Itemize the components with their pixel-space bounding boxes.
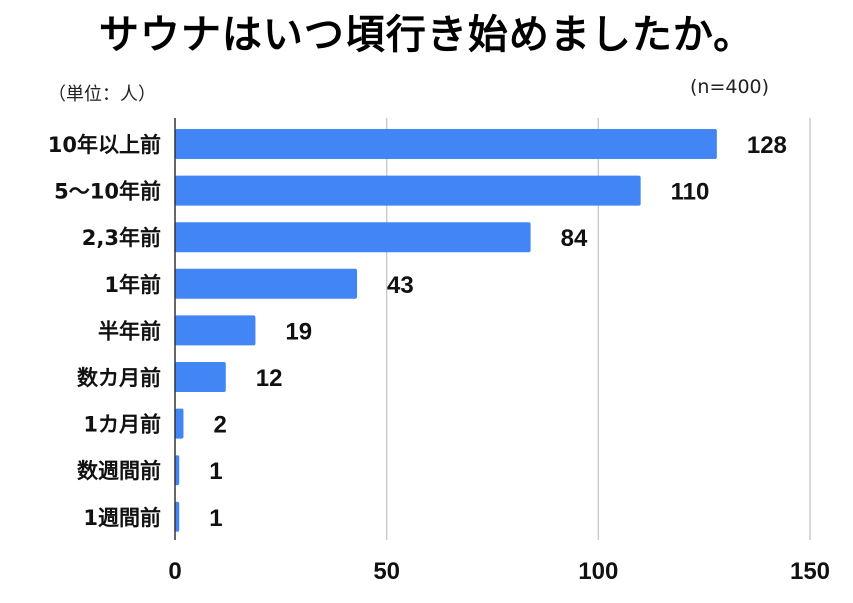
category-label-6: 1カ月前 bbox=[83, 413, 161, 437]
bar-6 bbox=[175, 408, 184, 439]
value-label-1: 110 bbox=[671, 179, 710, 206]
value-label-5: 12 bbox=[256, 365, 283, 392]
bar-3 bbox=[175, 268, 358, 299]
x-tick-label-50: 50 bbox=[373, 558, 400, 585]
bar-4 bbox=[175, 315, 256, 346]
category-label-1: 5〜10年前 bbox=[54, 180, 161, 204]
bar-2 bbox=[175, 222, 531, 253]
bar-8 bbox=[175, 501, 180, 532]
unit-label: （単位：人） bbox=[48, 84, 156, 105]
value-label-8: 1 bbox=[209, 505, 222, 532]
bar-1 bbox=[175, 175, 641, 206]
value-label-4: 19 bbox=[285, 318, 312, 345]
value-label-7: 1 bbox=[209, 458, 222, 485]
sample-size-label: (n=400) bbox=[690, 76, 770, 98]
category-label-4: 半年前 bbox=[98, 319, 161, 343]
x-tick-label-0: 0 bbox=[168, 558, 181, 585]
value-label-0: 128 bbox=[747, 132, 787, 159]
bar-0 bbox=[175, 129, 717, 159]
x-tick-label-150: 150 bbox=[790, 558, 830, 585]
category-label-3: 1年前 bbox=[104, 273, 161, 297]
chart-title: サウナはいつ頃行き始めましたか。 bbox=[98, 12, 755, 58]
value-label-6: 2 bbox=[213, 412, 226, 439]
value-label-2: 84 bbox=[561, 225, 588, 252]
category-label-8: 1週間前 bbox=[83, 506, 161, 530]
category-label-7: 数週間前 bbox=[77, 459, 161, 483]
category-label-2: 2,3年前 bbox=[82, 226, 161, 250]
value-label-3: 43 bbox=[387, 272, 414, 299]
category-label-0: 10年以上前 bbox=[48, 133, 161, 157]
x-tick-label-100: 100 bbox=[578, 558, 618, 585]
category-label-5: 数カ月前 bbox=[77, 366, 161, 390]
bar-7 bbox=[175, 455, 180, 486]
bar-5 bbox=[175, 362, 226, 392]
